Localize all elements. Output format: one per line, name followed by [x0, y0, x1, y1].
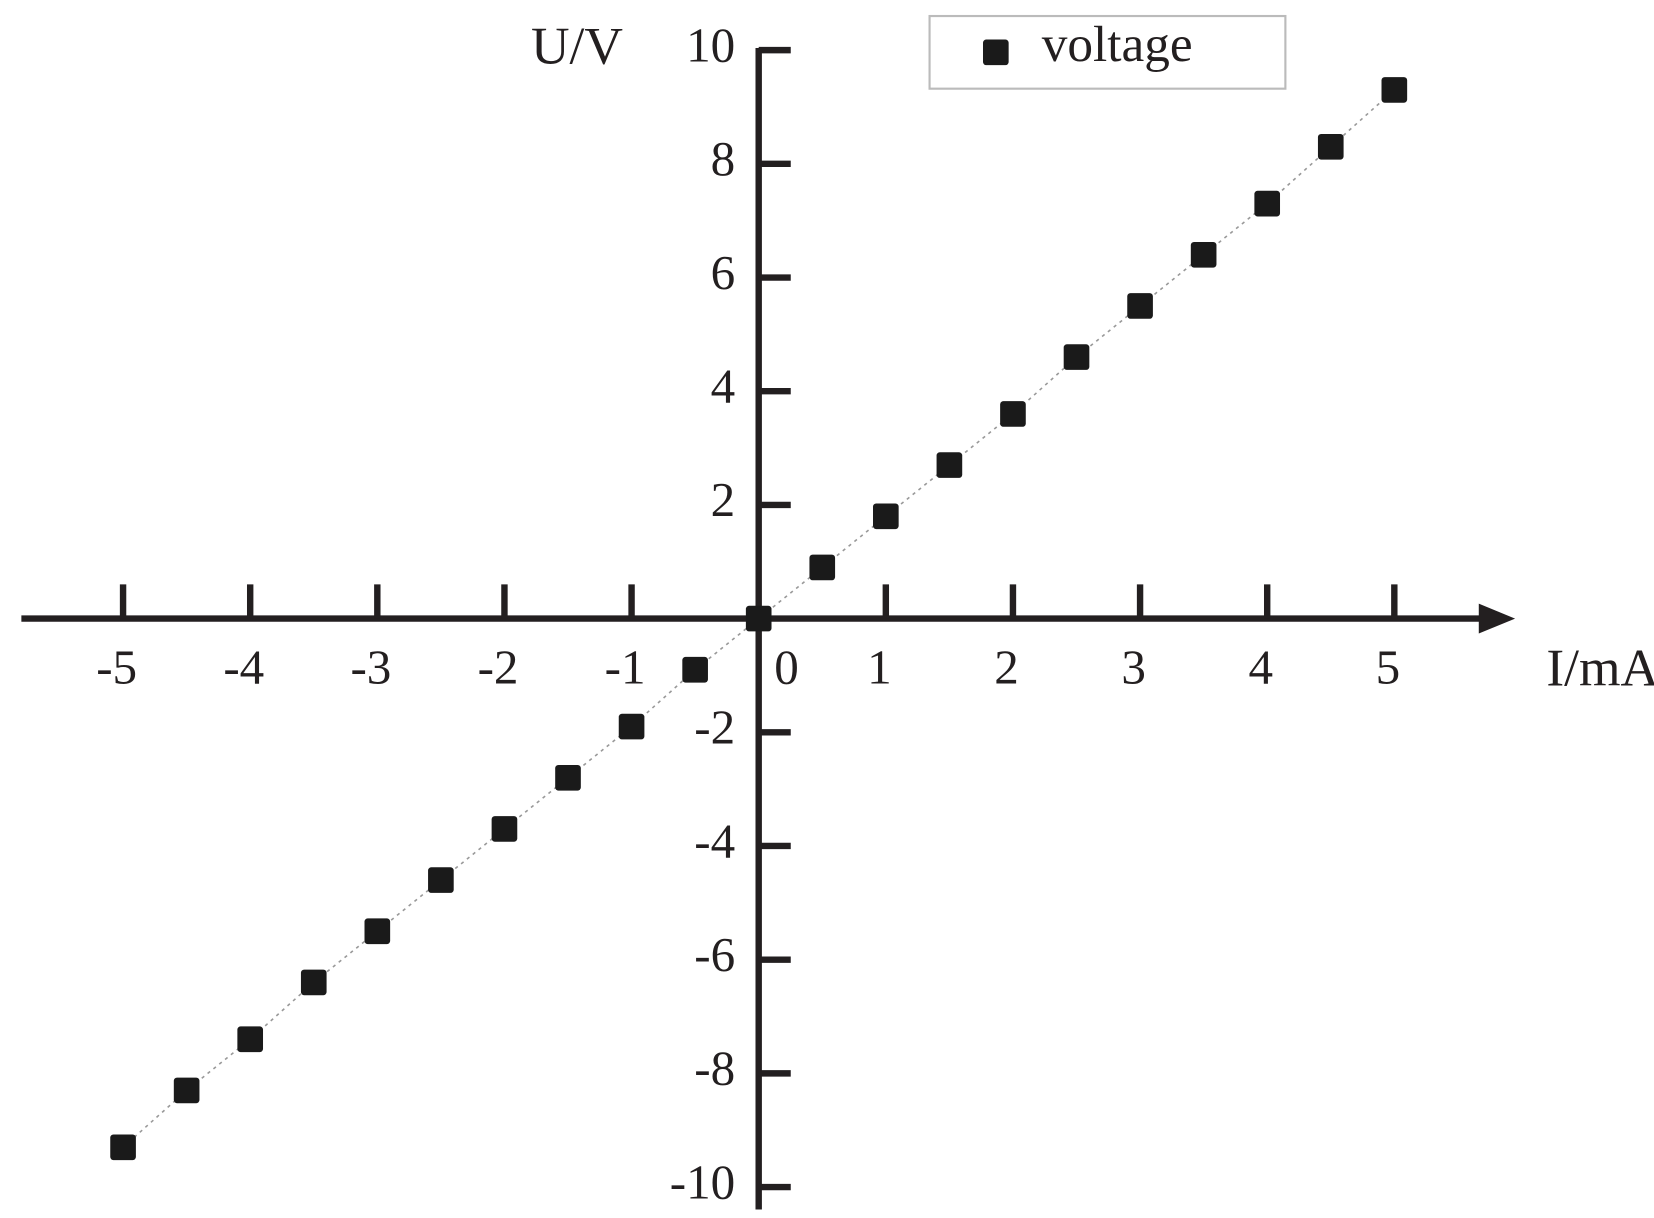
marker: [1000, 401, 1026, 427]
y-axis-label: U/V: [531, 16, 623, 76]
marker: [428, 867, 454, 893]
y-tick-label: -10: [670, 1154, 735, 1209]
marker: [745, 605, 772, 632]
marker: [1063, 344, 1090, 370]
legend-marker: [982, 39, 1009, 66]
marker: [110, 1134, 136, 1161]
marker: [1190, 241, 1217, 268]
y-tick-label: -8: [694, 1041, 735, 1096]
marker: [1254, 190, 1281, 217]
marker: [555, 764, 581, 791]
x-tick-label: -1: [605, 639, 646, 694]
x-tick-label: -3: [350, 639, 391, 694]
marker: [809, 554, 836, 581]
y-tick-label: -4: [694, 813, 735, 868]
y-tick-label: -6: [694, 927, 735, 982]
x-tick-label: -2: [478, 639, 519, 694]
x-axis-arrow: [1478, 603, 1516, 634]
x-tick-label: 0: [774, 639, 799, 694]
marker: [173, 1077, 200, 1104]
legend-label: voltage: [1042, 16, 1193, 73]
y-tick-label: -2: [694, 700, 735, 755]
series-line: [122, 89, 1395, 1148]
x-tick-label: -4: [223, 639, 264, 694]
marker: [300, 969, 327, 996]
marker: [1127, 293, 1153, 319]
x-tick-label: -5: [96, 639, 137, 694]
marker: [237, 1026, 264, 1053]
marker: [1317, 133, 1344, 160]
y-tick-label: 8: [711, 131, 736, 186]
y-tick-label: 6: [711, 245, 736, 300]
y-tick-label: 4: [711, 358, 736, 413]
marker: [873, 503, 899, 530]
marker: [682, 656, 708, 683]
x-tick-label: 1: [867, 639, 892, 694]
y-tick-label: 10: [686, 17, 735, 72]
x-axis-label: I/mA: [1546, 637, 1654, 697]
marker: [364, 918, 391, 945]
x-tick-label: 3: [1121, 639, 1146, 694]
x-tick-label: 2: [994, 639, 1019, 694]
marker: [1381, 77, 1408, 103]
marker: [936, 452, 963, 478]
marker: [618, 713, 645, 740]
x-tick-label: 5: [1376, 639, 1401, 694]
x-tick-label: 4: [1249, 639, 1274, 694]
y-tick-label: 2: [711, 472, 736, 527]
marker: [491, 816, 518, 842]
